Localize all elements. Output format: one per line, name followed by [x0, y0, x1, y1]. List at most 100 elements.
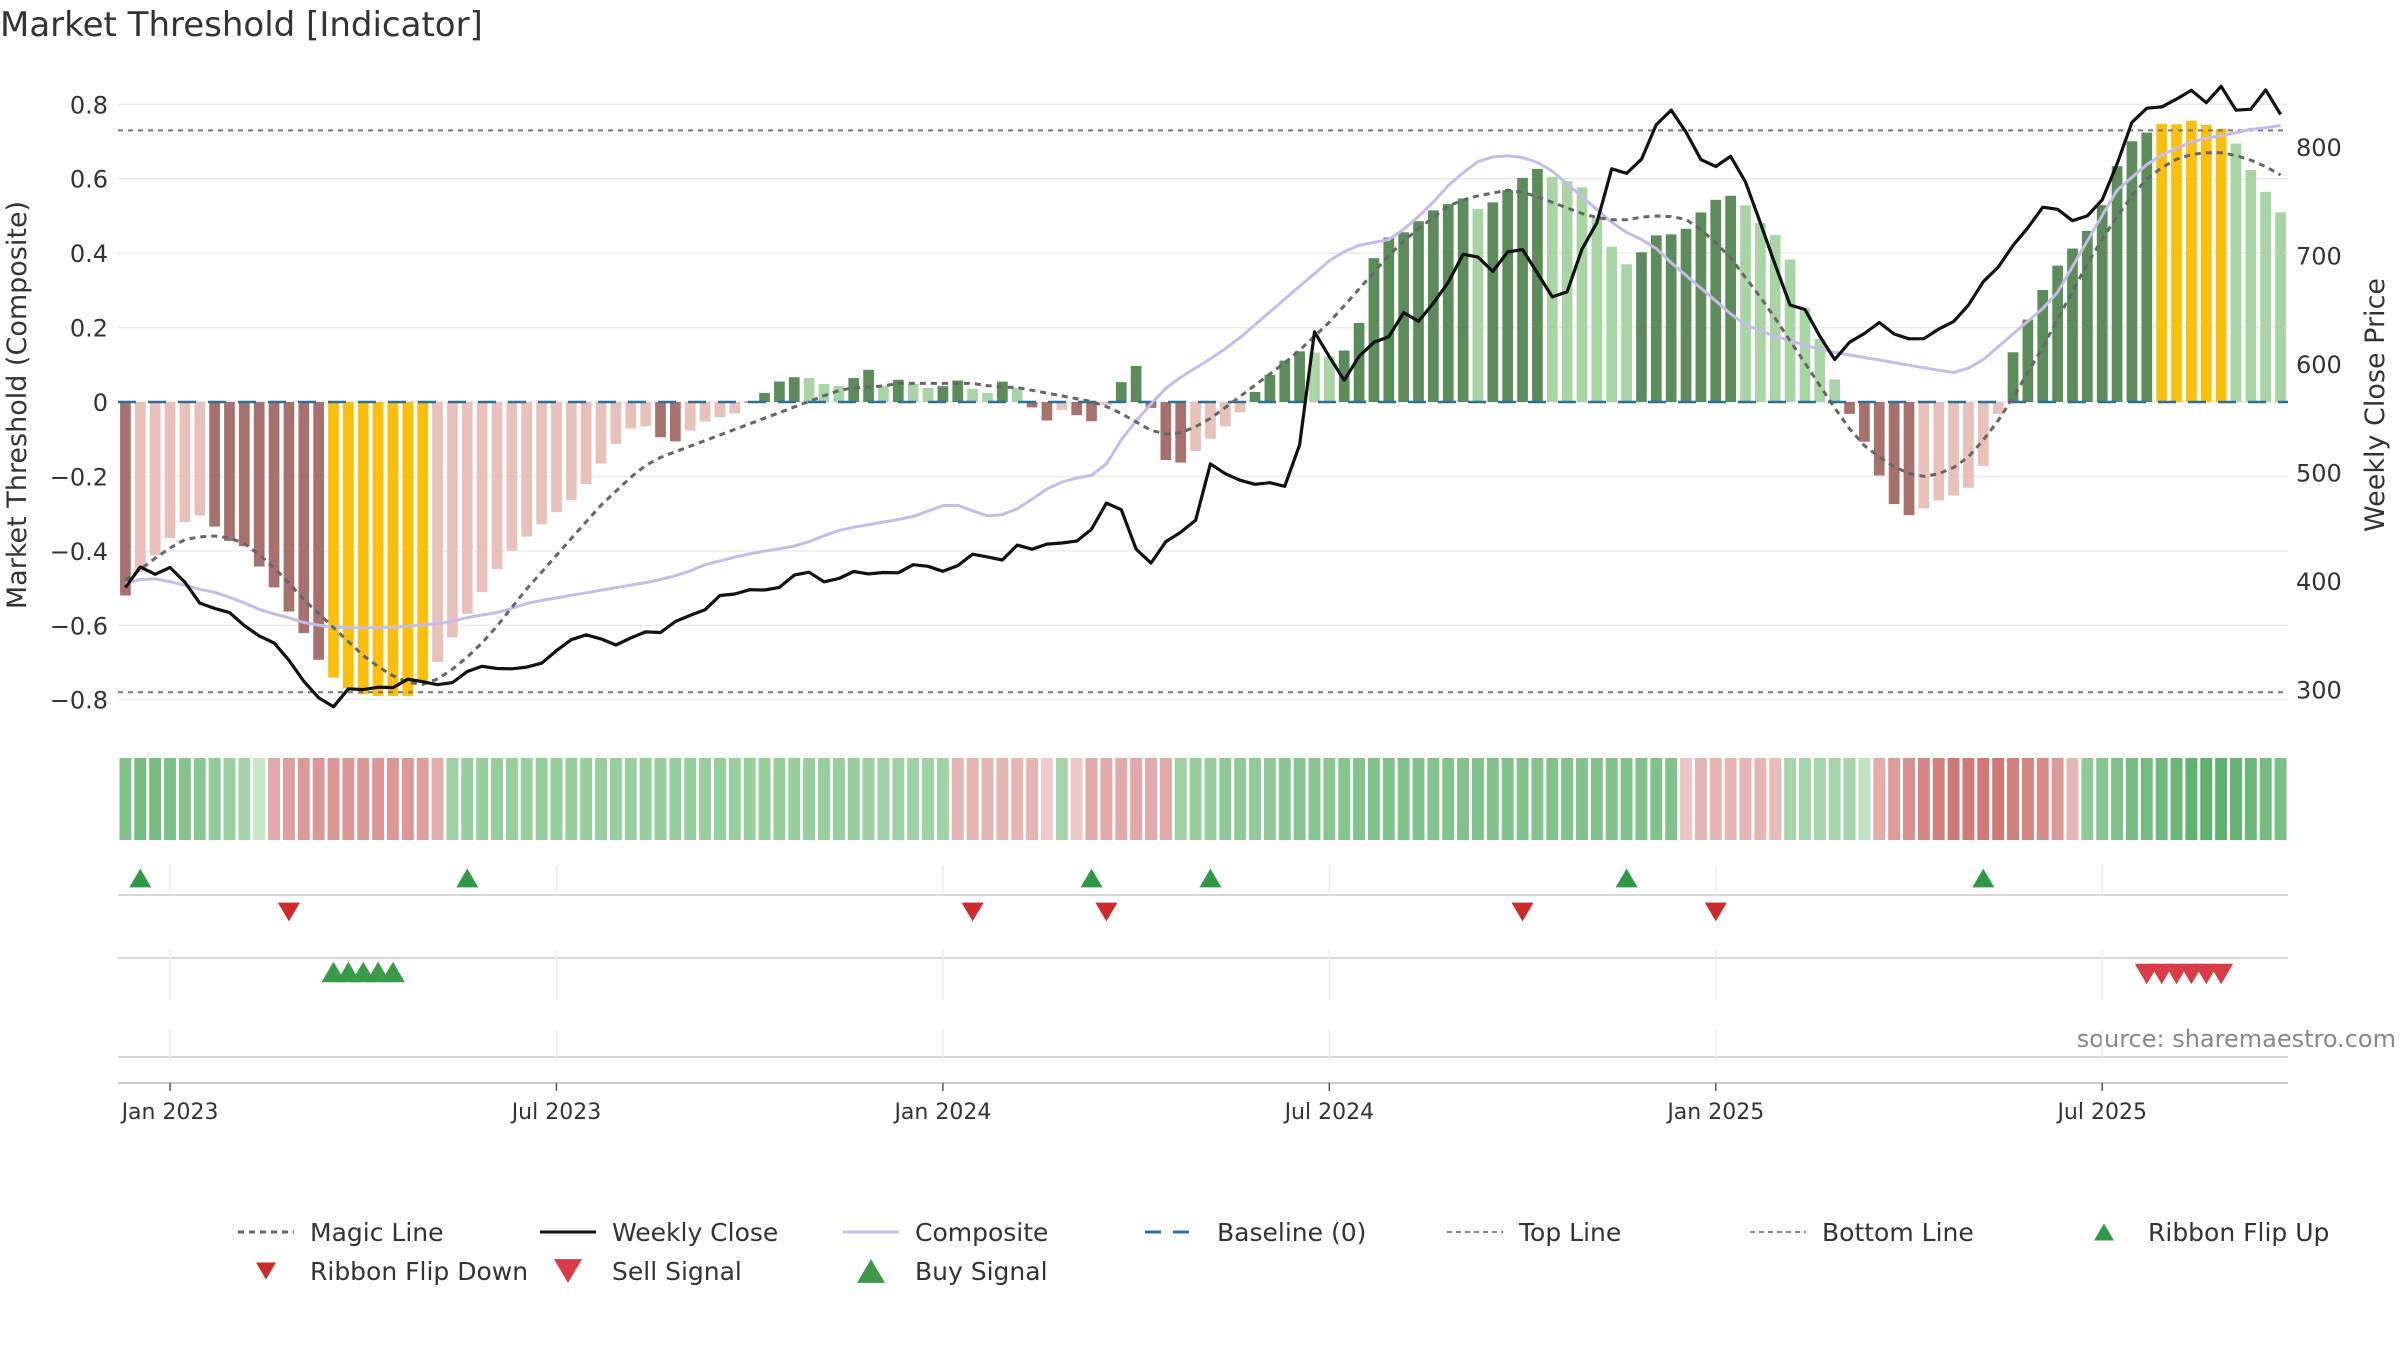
composite-bar — [253, 402, 265, 567]
right-tick-label: 500 — [2296, 460, 2342, 488]
signal-markers — [118, 865, 2288, 1060]
composite-bar — [224, 402, 235, 541]
composite-bar — [714, 402, 726, 418]
composite-bar — [1294, 351, 1305, 402]
ribbon-cell — [327, 758, 340, 840]
ribbon-cell — [1249, 758, 1261, 840]
composite-bar — [1413, 221, 1424, 402]
ribbon-cell — [1650, 758, 1663, 840]
composite-bar — [506, 402, 518, 551]
ribbon-cell — [550, 758, 563, 840]
source-note: source: sharemaestro.com — [2077, 1025, 2396, 1053]
composite-bar — [907, 383, 919, 402]
composite-bar — [1219, 402, 1231, 427]
ribbon-cell — [1947, 758, 1960, 840]
ribbon-cell — [669, 758, 682, 840]
ribbon-cell — [1278, 758, 1291, 840]
ribbon-cell — [1590, 758, 1603, 840]
composite-bar — [1323, 356, 1335, 402]
ribbon-cell — [609, 758, 622, 840]
ribbon-cell — [1382, 758, 1395, 840]
composite-bar — [1933, 402, 1945, 501]
composite-bar — [1190, 402, 1201, 451]
ribbon-cell — [2215, 758, 2228, 840]
ribbon-cell — [1338, 758, 1351, 840]
ribbon-cell — [461, 758, 474, 840]
ribbon-cell — [1397, 758, 1410, 840]
composite-bar — [476, 402, 488, 593]
ribbon-cell — [832, 758, 845, 840]
ribbon-cell — [2170, 758, 2183, 840]
ribbon-cell — [1085, 758, 1098, 840]
ribbon-cell — [2259, 758, 2272, 840]
left-tick-label: −0.4 — [50, 538, 108, 566]
ribbon-cell — [624, 758, 637, 840]
ribbon-cell — [758, 758, 771, 840]
ribbon-cell — [1263, 758, 1276, 840]
composite-bar — [2260, 191, 2272, 402]
ribbon-cell — [1992, 758, 2005, 840]
legend-label: Weekly Close — [612, 1218, 778, 1247]
ribbon-cell — [223, 758, 236, 840]
ribbon-cell — [2007, 758, 2019, 840]
composite-bar — [1636, 252, 1647, 402]
ribbon-cell — [1858, 758, 1871, 840]
ribbon-flip-up-marker — [456, 868, 479, 888]
composite-bars — [120, 120, 2286, 696]
ribbon-cell — [1873, 758, 1886, 840]
ribbon-cell — [268, 758, 281, 840]
composite-bar — [684, 402, 696, 431]
x-tick-label: Jul 2023 — [510, 1100, 602, 1125]
legend-label: Sell Signal — [612, 1257, 742, 1286]
composite-bar — [1279, 360, 1291, 402]
ribbon-cell — [1694, 758, 1707, 840]
weekly-close-line — [124, 84, 2282, 709]
composite-bar — [149, 402, 161, 556]
ribbon-cell — [1501, 758, 1514, 840]
composite-bar — [1472, 209, 1484, 402]
composite-bar — [1606, 246, 1618, 402]
left-tick-label: 0 — [93, 389, 108, 417]
composite-bar — [729, 402, 741, 414]
composite-bar — [996, 381, 1008, 402]
composite-bar — [937, 386, 949, 402]
composite-bar — [2096, 205, 2108, 402]
composite-bar — [1992, 402, 2004, 414]
ribbon-strip — [119, 758, 2287, 840]
composite-bar — [447, 402, 458, 638]
legend-label: Magic Line — [310, 1218, 444, 1247]
ribbon-cell — [2081, 758, 2094, 840]
composite-bar — [967, 388, 978, 402]
composite-bar — [1814, 339, 1826, 402]
ribbon-cell — [1635, 758, 1648, 840]
composite-bar — [1056, 402, 1068, 410]
legend-marker — [2094, 1223, 2114, 1241]
ribbon-cell — [565, 758, 578, 840]
ribbon-cell — [1917, 758, 1930, 840]
ribbon-cell — [803, 758, 816, 840]
composite-bar — [982, 393, 993, 402]
ribbon-cell — [1323, 758, 1336, 840]
composite-bar — [551, 402, 562, 513]
composite-bar — [670, 402, 681, 442]
left-axis-label: Market Threshold (Composite) — [2, 201, 33, 609]
composite-bar — [1665, 234, 1677, 402]
legend-marker — [256, 1262, 276, 1280]
composite-bar — [1859, 402, 1870, 442]
ribbon-cell — [2230, 758, 2242, 840]
ribbon-cell — [981, 758, 994, 840]
ribbon-cell — [847, 758, 860, 840]
composite-bar — [2081, 230, 2093, 402]
composite-bar — [1502, 190, 1514, 402]
composite-bar — [2007, 352, 2019, 402]
composite-bar — [1873, 402, 1885, 476]
ribbon-cell — [1546, 758, 1559, 840]
composite-bar — [298, 402, 310, 634]
legend-label: Ribbon Flip Up — [2148, 1218, 2329, 1247]
composite-bar — [892, 379, 904, 402]
composite-bar — [1309, 352, 1320, 402]
ribbon-cell — [1115, 758, 1128, 840]
ribbon-cell — [1680, 758, 1692, 840]
x-tick-label: Jul 2025 — [2055, 1100, 2147, 1125]
series-lines — [118, 84, 2288, 709]
